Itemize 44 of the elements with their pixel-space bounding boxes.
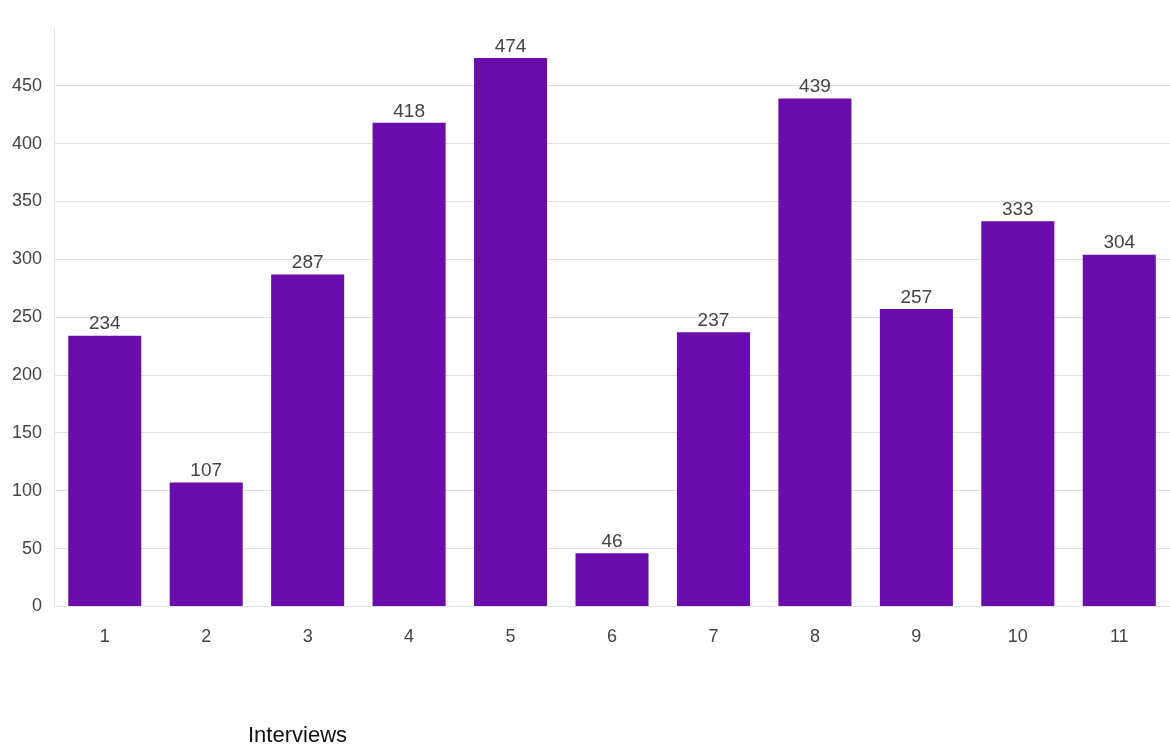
x-tick-label: 11 xyxy=(1109,626,1129,647)
y-tick-label: 350 xyxy=(11,190,43,211)
y-tick-label: 100 xyxy=(11,479,43,500)
data-label: 304 xyxy=(1103,231,1136,253)
x-axis-title: Interviews xyxy=(248,722,348,748)
y-tick-label: 450 xyxy=(11,74,43,95)
y-tick-label: 250 xyxy=(11,306,43,327)
y-tick-label: 50 xyxy=(22,537,43,558)
x-tick-label: 10 xyxy=(1007,626,1028,647)
bar xyxy=(68,335,142,606)
x-tick-label: 9 xyxy=(911,626,922,647)
bar xyxy=(879,309,953,606)
x-tick-label: 7 xyxy=(708,626,719,647)
y-tick-label: 400 xyxy=(11,132,43,153)
data-label: 418 xyxy=(393,99,425,121)
y-tick-label: 300 xyxy=(11,248,43,269)
data-label: 474 xyxy=(494,34,527,56)
x-tick-label: 4 xyxy=(404,626,415,647)
y-tick-label: 150 xyxy=(11,421,43,442)
bar xyxy=(474,58,548,606)
data-label: 237 xyxy=(697,308,730,330)
bar xyxy=(169,482,243,606)
bar xyxy=(271,274,345,606)
bar xyxy=(778,98,852,606)
x-tick-label: 5 xyxy=(505,626,516,647)
bar xyxy=(1082,254,1156,606)
bar xyxy=(676,332,750,606)
data-label: 107 xyxy=(190,459,223,481)
bar xyxy=(575,553,649,606)
data-label: 257 xyxy=(900,285,933,307)
x-tick-label: 3 xyxy=(302,626,313,647)
bar xyxy=(981,221,1055,606)
data-label: 333 xyxy=(1001,197,1034,219)
x-tick-label: 1 xyxy=(99,626,110,647)
bar xyxy=(372,122,446,606)
y-tick-label: 200 xyxy=(11,364,43,385)
data-label: 46 xyxy=(601,529,623,551)
data-label: 439 xyxy=(799,75,831,97)
data-label: 234 xyxy=(88,312,122,334)
x-tick-label: 8 xyxy=(809,626,820,647)
x-tick-label: 6 xyxy=(607,626,618,647)
y-tick-label: 0 xyxy=(32,595,43,616)
data-label: 287 xyxy=(291,251,324,273)
x-tick-label: 2 xyxy=(201,626,212,647)
